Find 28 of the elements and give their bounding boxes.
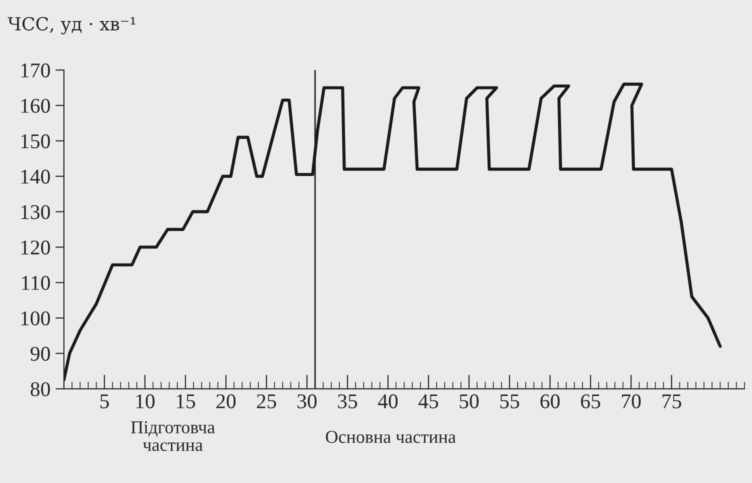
text: Підготовча частина xyxy=(131,421,215,452)
y-tick-label: 140 xyxy=(21,170,50,184)
y-tick-label: 170 xyxy=(21,63,50,78)
x-tick-label: 60 xyxy=(540,394,560,408)
x-tick-label: 25 xyxy=(256,394,276,408)
y-tick-label: 90 xyxy=(30,346,50,361)
x-tick-label: 35 xyxy=(338,394,358,408)
x-tick-label: 10 xyxy=(136,394,155,408)
x-tick-label: 70 xyxy=(622,394,641,408)
x-tick-label: 20 xyxy=(216,394,236,408)
y-tick-label: 150 xyxy=(21,134,50,148)
y-tick-label: 110 xyxy=(22,276,50,290)
y-tick-label: 80 xyxy=(30,382,50,396)
x-tick-label: 40 xyxy=(378,394,398,408)
y-tick-label: 100 xyxy=(21,311,50,326)
y-axis-title: ЧСС, уд · хв⁻¹ xyxy=(8,16,136,34)
x-tick-label: 45 xyxy=(418,394,438,408)
x-tick-label: 5 xyxy=(100,394,109,408)
y-tick-label: 120 xyxy=(21,240,50,255)
x-tick-label: 75 xyxy=(662,394,682,408)
text: Основна частина xyxy=(326,430,456,443)
x-tick-label: 65 xyxy=(581,394,600,408)
x-tick-label: 15 xyxy=(176,394,196,408)
x-tick-label: 55 xyxy=(500,394,520,408)
y-tick-label: 130 xyxy=(21,205,50,220)
y-tick-label: 160 xyxy=(21,98,50,113)
x-tick-label: 50 xyxy=(460,394,479,408)
x-tick-label: 30 xyxy=(298,394,317,408)
